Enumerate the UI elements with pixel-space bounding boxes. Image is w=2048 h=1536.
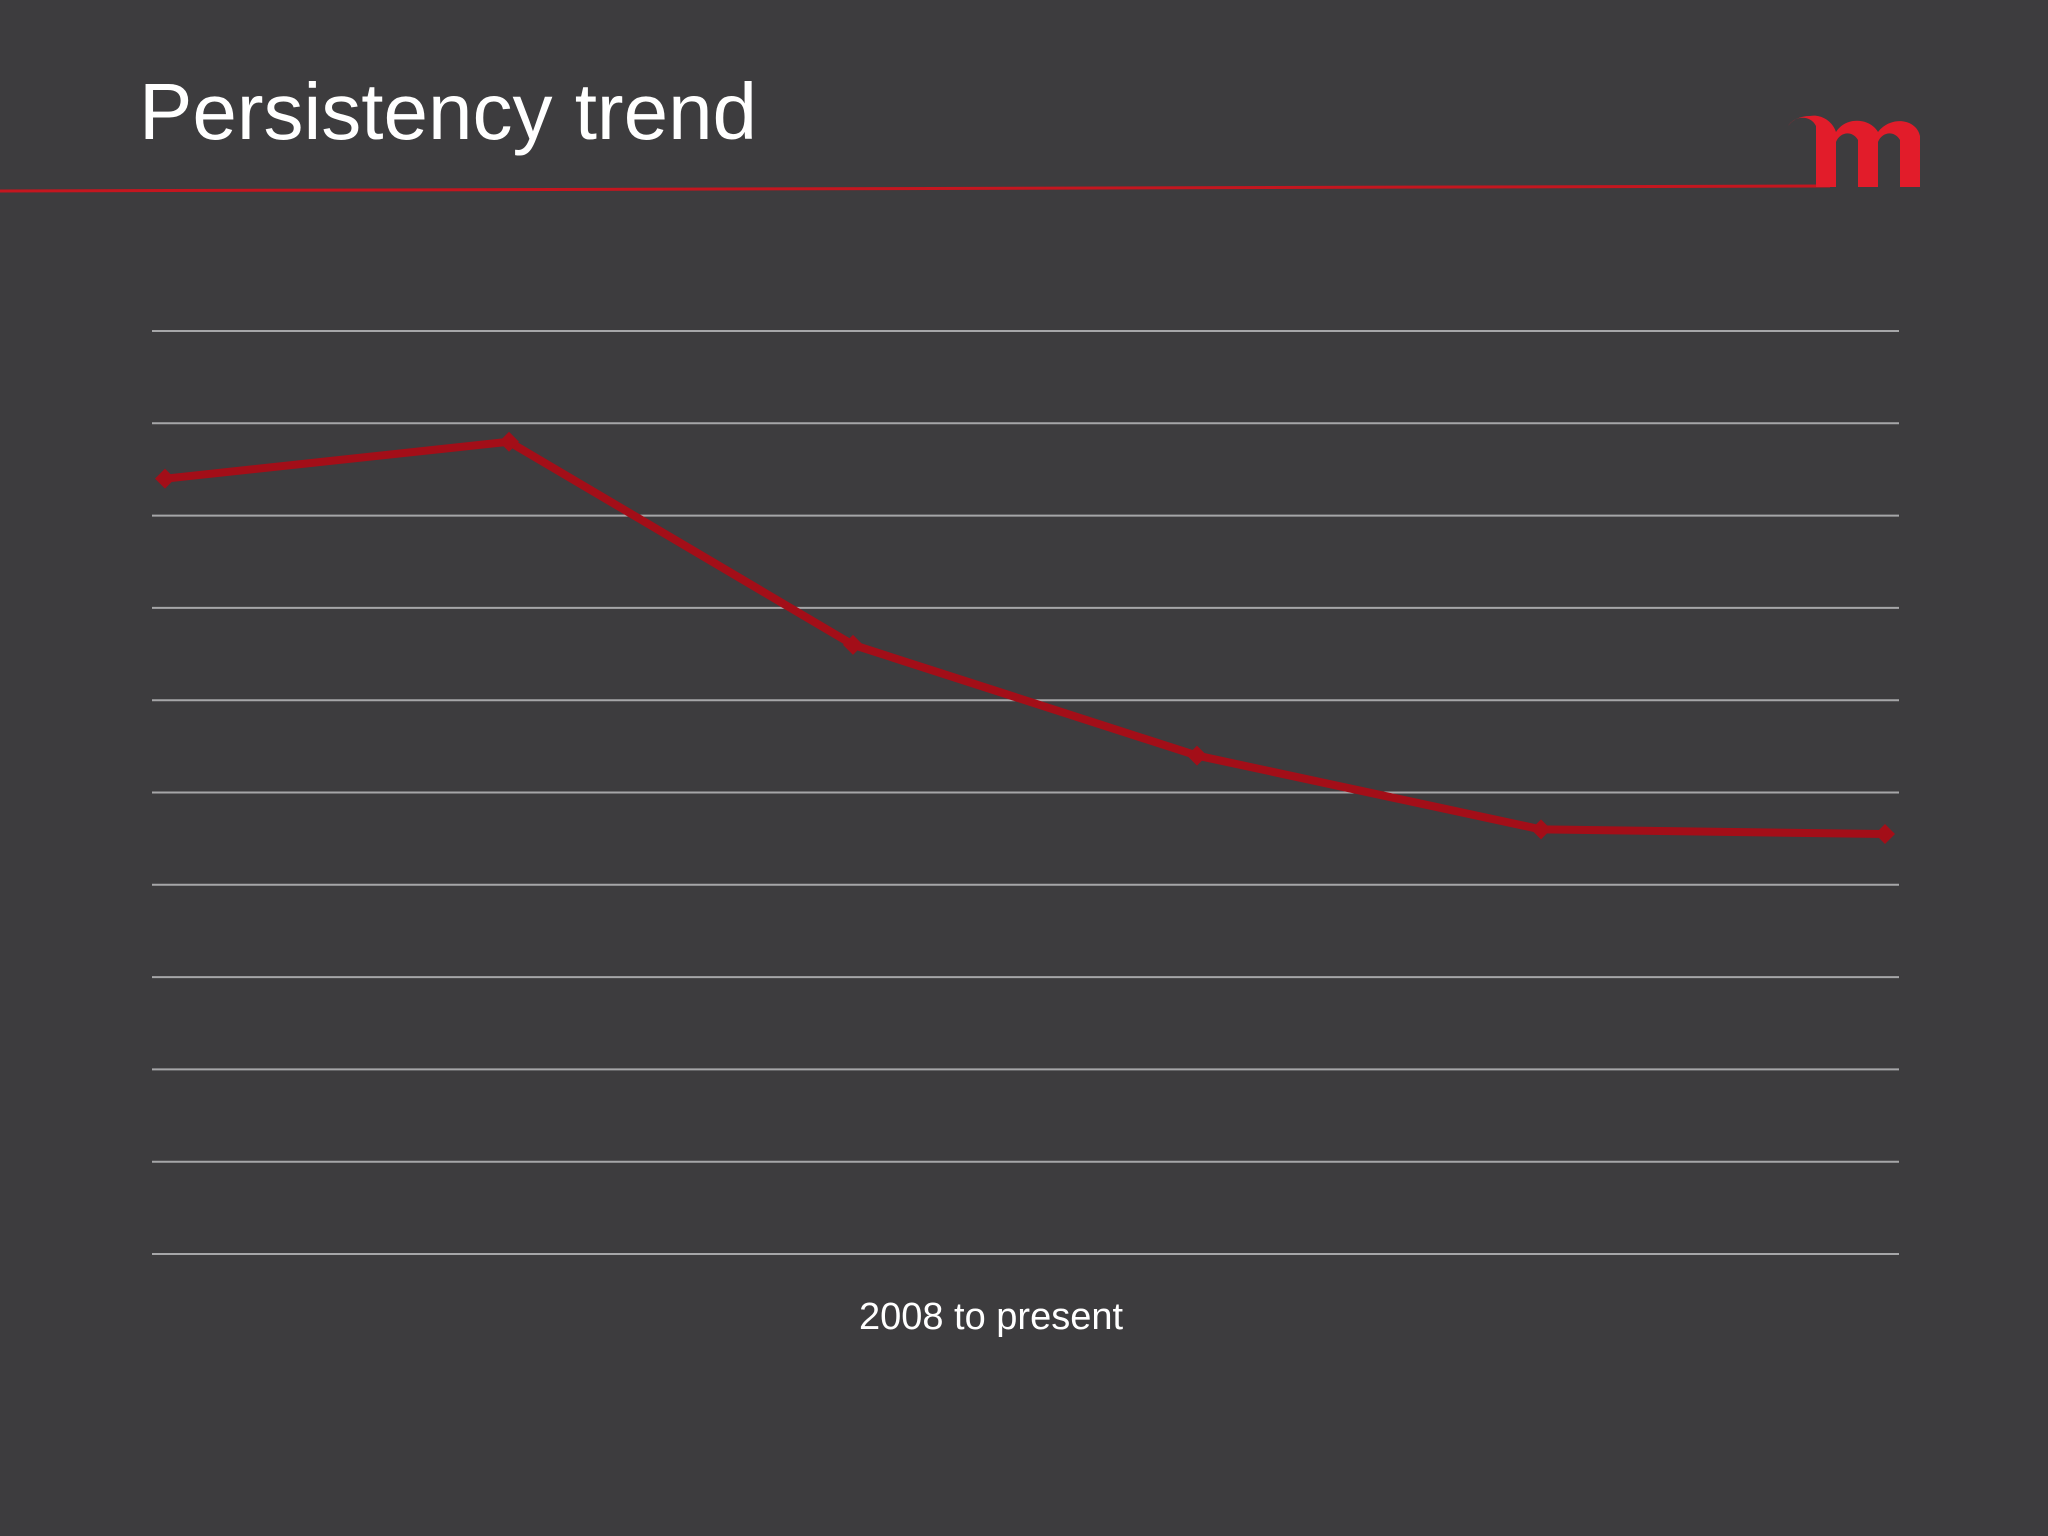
chart-series [155, 431, 1895, 845]
x-axis-label: 2008 to present [858, 1296, 1124, 1338]
data-point [1531, 819, 1551, 840]
m-logo-icon [1788, 115, 1920, 187]
data-point [499, 431, 519, 452]
data-point [843, 634, 863, 655]
page-title: Persistency trend [139, 67, 758, 156]
header-divider [0, 184, 1831, 193]
data-point [1187, 745, 1207, 766]
chart-gridlines [152, 330, 1899, 1255]
data-point [155, 468, 175, 489]
data-point [1875, 824, 1895, 845]
series-line [164, 437, 1886, 839]
